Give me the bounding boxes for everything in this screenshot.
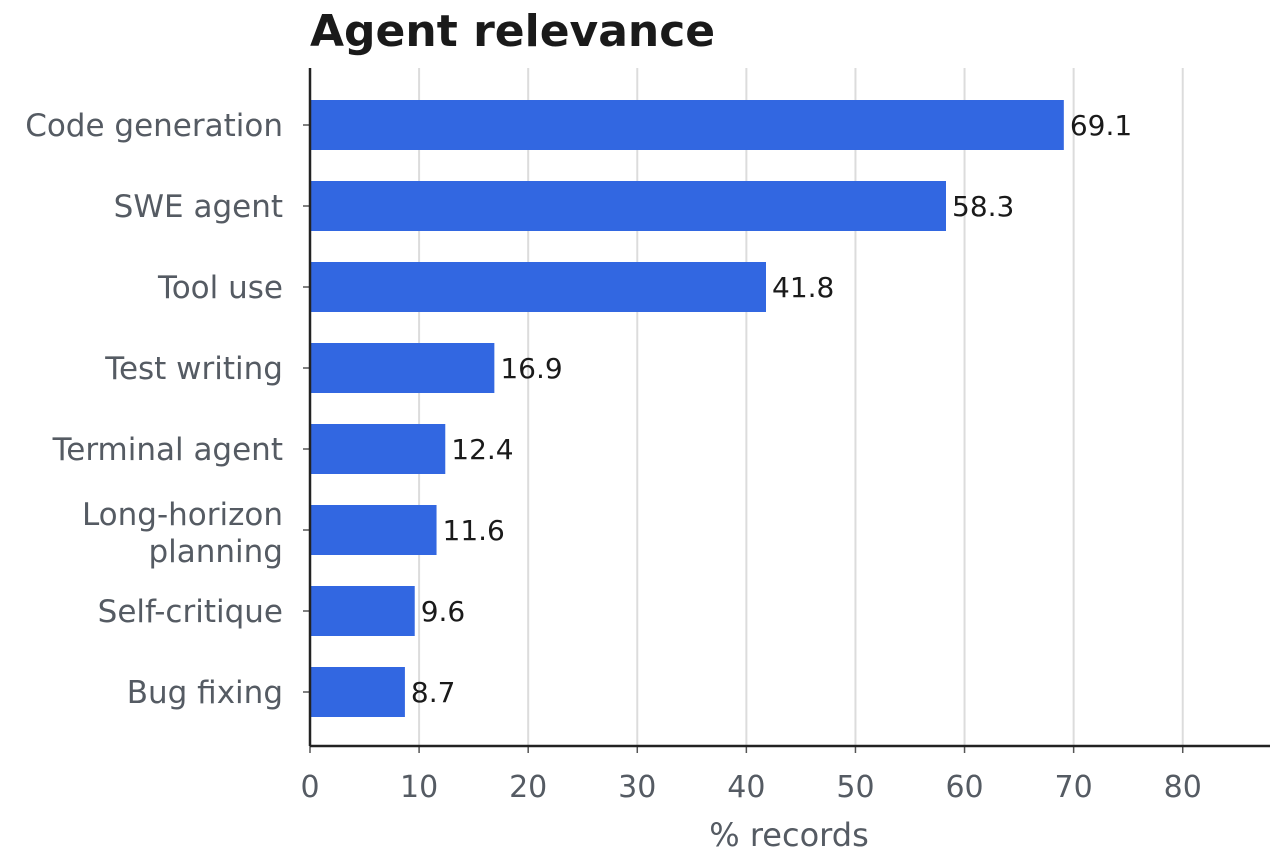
bar (310, 262, 766, 312)
x-tick-label: 60 (945, 770, 983, 805)
bar-value-label: 8.7 (411, 676, 456, 709)
bar (310, 343, 495, 393)
bar (310, 505, 437, 555)
x-tick-label: 0 (300, 770, 319, 805)
bar (310, 100, 1064, 150)
bars (310, 100, 1064, 717)
category-label: Self-critique (98, 594, 283, 630)
x-tick-labels: 0 10 20 30 40 50 60 70 80 (300, 746, 1202, 805)
bar-value-label: 58.3 (952, 190, 1014, 223)
bar (310, 586, 415, 636)
bar (310, 181, 946, 231)
x-tick-label: 20 (509, 770, 547, 805)
category-label: Long-horizon planning (82, 497, 283, 570)
bar-value-label: 12.4 (451, 433, 513, 466)
x-tick-label: 50 (836, 770, 874, 805)
category-label: Tool use (157, 270, 283, 306)
category-label: Test writing (104, 351, 283, 387)
value-labels: 69.1 58.3 41.8 16.9 12.4 11.6 9.6 8.7 (411, 109, 1132, 709)
bar (310, 424, 446, 474)
bar-value-label: 9.6 (421, 595, 466, 628)
bar-value-label: 16.9 (500, 352, 562, 385)
x-tick-label: 40 (727, 770, 765, 805)
x-tick-label: 30 (618, 770, 656, 805)
category-label: SWE agent (114, 189, 283, 225)
x-tick-label: 70 (1055, 770, 1093, 805)
bar-value-label: 11.6 (443, 514, 505, 547)
category-label: Terminal agent (52, 432, 283, 468)
x-axis-label: % records (709, 816, 868, 854)
x-tick-label: 10 (400, 770, 438, 805)
chart-title: Agent relevance (310, 6, 715, 57)
gridlines (418, 68, 1184, 746)
bar-value-label: 69.1 (1070, 109, 1132, 142)
category-label: Bug fixing (127, 675, 283, 711)
bar (310, 667, 405, 717)
bar-value-label: 41.8 (772, 271, 834, 304)
x-tick-label: 80 (1164, 770, 1202, 805)
category-label: Code generation (25, 108, 283, 144)
category-labels: Code generation SWE agent Tool use Test wri… (25, 108, 310, 711)
